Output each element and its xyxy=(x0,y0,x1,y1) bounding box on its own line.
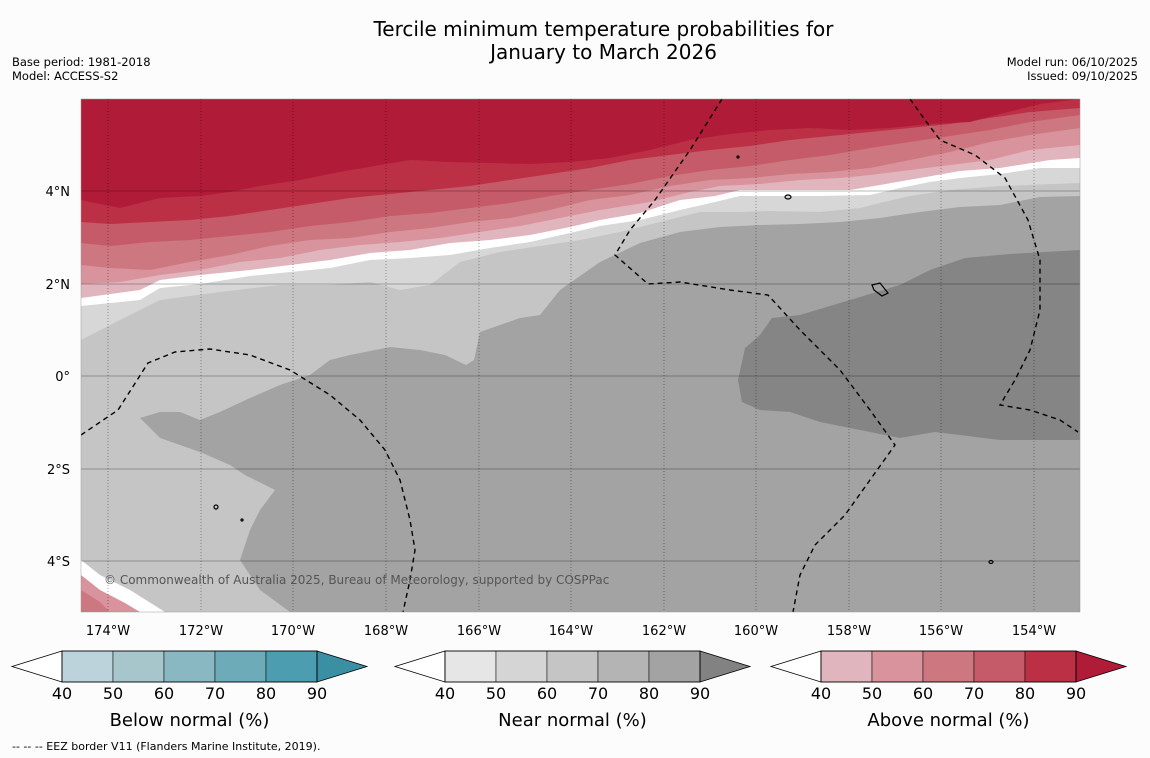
colorbar-tick-label: 50 xyxy=(103,684,123,703)
colorbar-segment xyxy=(495,650,548,683)
colorbar-tick-label: 90 xyxy=(1066,684,1086,703)
colorbar-max-arrow xyxy=(1075,650,1128,683)
map-frame xyxy=(80,98,1081,613)
colorbar-segment xyxy=(820,650,873,683)
lat-label: 0° xyxy=(55,370,70,385)
colorbar-outline xyxy=(444,650,701,683)
lon-label: 172°W xyxy=(179,624,223,639)
colorbar-segment xyxy=(265,650,318,683)
eez-borders xyxy=(81,99,1079,612)
colorbar-segment xyxy=(922,650,975,683)
eez-border-kiribati-line xyxy=(614,99,896,612)
map-fill xyxy=(81,99,1080,612)
meta-left: Base period: 1981-2018 Model: ACCESS-S2 xyxy=(12,55,151,83)
eez-border-east xyxy=(909,99,1079,433)
eez-border-kiribati-gilbert xyxy=(81,348,416,612)
colorbar-tick-label: 80 xyxy=(639,684,659,703)
colorbar-tick-label: 40 xyxy=(435,684,455,703)
lon-label: 164°W xyxy=(549,624,593,639)
colorbar-tick-label: 80 xyxy=(256,684,276,703)
above-patch-sw-core xyxy=(81,590,110,612)
island-east xyxy=(988,559,994,565)
footer-note: -- -- -- EEZ border V11 (Flanders Marine… xyxy=(12,740,321,753)
colorbar-min-arrow xyxy=(393,650,446,683)
colorbar-segment xyxy=(444,650,497,683)
title-line-2: January to March 2026 xyxy=(490,40,717,64)
map-title: Tercile minimum temperature probabilitie… xyxy=(0,18,1150,64)
colorbar-tick-label: 60 xyxy=(154,684,174,703)
colorbar-segment xyxy=(1024,650,1077,683)
lon-label: 168°W xyxy=(364,624,408,639)
colorbar-tick-label: 50 xyxy=(862,684,882,703)
colorbar-outline xyxy=(61,650,318,683)
model-run: Model run: 06/10/2025 xyxy=(1006,55,1138,69)
copyright-text: © Commonwealth of Australia 2025, Bureau… xyxy=(104,573,609,587)
colorbar-tick-label: 40 xyxy=(52,684,72,703)
issued-date: Issued: 09/10/2025 xyxy=(1027,69,1138,83)
colorbar-min-arrow xyxy=(769,650,822,683)
island-west-1 xyxy=(213,504,219,510)
colorbar-tick-label: 50 xyxy=(486,684,506,703)
colorbar: 40 50 60 70 80 90 Above normal (%) xyxy=(769,650,1128,731)
lat-label: 2°N xyxy=(46,278,71,293)
colorbar-segment xyxy=(112,650,165,683)
model-name: Model: ACCESS-S2 xyxy=(12,69,119,83)
lon-label: 166°W xyxy=(457,624,501,639)
colorbar: 40 50 60 70 80 90 Near normal (%) xyxy=(393,650,752,731)
near-90-band xyxy=(738,250,1080,440)
above-90-band xyxy=(81,99,1080,208)
lon-label: 158°W xyxy=(827,624,871,639)
colorbar-label: Above normal (%) xyxy=(867,710,1029,731)
colorbar-max-arrow xyxy=(699,650,752,683)
colorbar-tick-label: 70 xyxy=(588,684,608,703)
lon-labels: 174°W 172°W 170°W 168°W 166°W 164°W 162°… xyxy=(86,624,1056,639)
colorbar-tick-label: 90 xyxy=(307,684,327,703)
island-kiritimati-north xyxy=(784,194,792,200)
lon-label: 162°W xyxy=(642,624,686,639)
lon-label: 170°W xyxy=(271,624,315,639)
islands xyxy=(213,155,994,565)
island-west-2 xyxy=(240,518,244,522)
graticule xyxy=(81,190,1080,562)
lat-labels: 4°N 2°N 0° 2°S 4°S xyxy=(46,185,71,570)
colorbar-tick-label: 70 xyxy=(964,684,984,703)
colorbar-segment xyxy=(597,650,650,683)
colorbar-segment xyxy=(648,650,701,683)
colorbars: 40 50 60 70 80 90 Below normal (%) 40 50 60 70 80 90… xyxy=(10,650,1128,731)
base-period: Base period: 1981-2018 xyxy=(12,55,151,69)
colorbar-segment xyxy=(871,650,924,683)
colorbar-segment xyxy=(973,650,1026,683)
lat-label: 4°S xyxy=(47,555,70,570)
colorbar-segment xyxy=(546,650,599,683)
colorbar-label: Below normal (%) xyxy=(110,710,270,731)
colorbar-tick-label: 60 xyxy=(913,684,933,703)
colorbar-tick-label: 60 xyxy=(537,684,557,703)
colorbar-tick-label: 90 xyxy=(690,684,710,703)
colorbar-max-arrow xyxy=(316,650,369,683)
colorbar-tick-label: 40 xyxy=(811,684,831,703)
lon-label: 154°W xyxy=(1012,624,1056,639)
lat-label: 4°N xyxy=(46,185,71,200)
island-kiritimati xyxy=(871,282,889,297)
colorbar: 40 50 60 70 80 90 Below normal (%) xyxy=(10,650,369,731)
colorbar-tick-label: 80 xyxy=(1015,684,1035,703)
lat-label: 2°S xyxy=(47,463,70,478)
lon-label: 174°W xyxy=(86,624,130,639)
colorbar-min-arrow xyxy=(10,650,63,683)
title-line-1: Tercile minimum temperature probabilitie… xyxy=(373,17,834,41)
colorbar-label: Near normal (%) xyxy=(498,710,647,731)
colorbar-segment xyxy=(214,650,267,683)
meta-right: Model run: 06/10/2025 Issued: 09/10/2025 xyxy=(1007,55,1138,83)
colorbar-segment xyxy=(61,650,114,683)
colorbar-tick-label: 70 xyxy=(205,684,225,703)
lon-label: 156°W xyxy=(919,624,963,639)
colorbar-segment xyxy=(163,650,216,683)
lon-label: 160°W xyxy=(734,624,778,639)
island-north xyxy=(736,155,740,159)
colorbar-outline xyxy=(820,650,1077,683)
